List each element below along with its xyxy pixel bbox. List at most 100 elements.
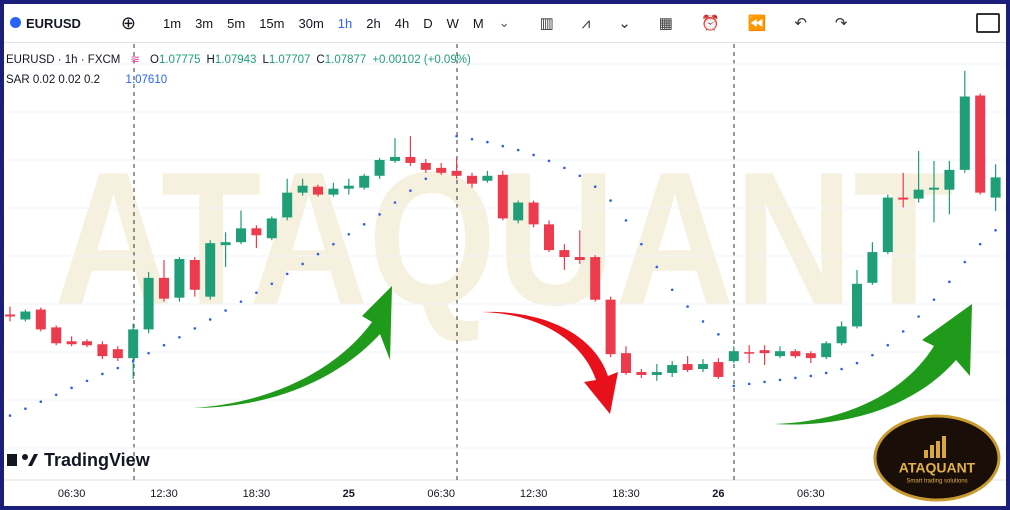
candle-body [959,96,970,170]
interval-menu[interactable]: ⌄ [498,15,510,30]
interval[interactable]: D [423,15,433,31]
interval[interactable]: 3m [195,15,214,31]
candle-body [559,250,570,258]
legend-name: EURUSD · 1h · FXCM [6,54,121,66]
candle-body [528,202,539,225]
candle-body [728,351,739,362]
sar-dot [270,282,274,286]
candle-body [929,187,939,190]
candle-body [390,156,400,161]
sar-dot [732,384,736,388]
legend-value: 1.07775 [158,54,201,66]
candle-body [574,257,585,261]
candle-body [143,277,154,330]
sar-dot [455,134,458,138]
sar-dot [717,333,720,336]
candle-body [821,343,832,358]
interval[interactable]: 30m [298,15,324,31]
candle-body [713,362,724,377]
candle-body [359,175,370,188]
candle-body [667,365,678,373]
candle-body [990,177,1001,198]
tool-icons[interactable]: ▥⩘⌄▦⏰⏪↶↷ [539,15,876,32]
sar-dot [101,372,104,376]
interval[interactable]: W [446,15,459,31]
sar-dot [547,159,551,163]
sar-dot [824,371,828,375]
interval[interactable]: 5m [227,15,246,31]
sar-dot [917,315,920,318]
tv-logo: TradingView [7,450,151,470]
sar-dot [486,140,489,144]
candle-body [251,228,262,236]
sar-dot [624,219,628,222]
red-arrow [482,311,618,414]
sar-dot [794,376,797,380]
candle-body [35,309,46,330]
candle-body [282,192,293,218]
candle-body [898,197,909,200]
sar-dot [563,166,566,170]
candle-body [436,167,447,173]
logo-text: TradingView [44,450,151,470]
sar-dot [516,148,520,152]
add-symbol[interactable]: ⊕ [120,12,136,33]
sar-dot [901,330,905,333]
x-tick-label: 06:30 [797,488,825,500]
interval[interactable]: 4h [394,15,410,31]
fullscreen[interactable] [976,13,1000,33]
interval[interactable]: 15m [259,15,285,31]
interval[interactable]: 1m [163,15,182,31]
sar-dot [424,177,428,181]
legend: EURUSD · 1h · FXCM ≋ O1.07775 H1.07943 L1.07… [6,50,471,90]
candle-body [159,277,169,299]
sar-dot [978,242,982,246]
candle-body [513,202,524,221]
sar-dot [285,272,289,276]
candle-body [867,252,878,283]
interval[interactable]: 1h [337,15,353,31]
sar-dot [578,174,582,178]
sar-dot [85,379,89,383]
x-tick-label: 06:30 [427,488,455,500]
candle-body [852,283,862,327]
sar-dot [840,367,843,371]
sar-dot [24,407,27,410]
sar-dot [393,201,397,204]
symbol[interactable]: EURUSD [26,15,81,31]
sar-dot [332,242,335,246]
candle-body [20,311,31,320]
candle-body [698,364,708,370]
sar-dot [178,336,181,339]
candle-body [790,351,801,357]
candle-body [220,242,231,246]
badge: ATAQUANT Smart trading solutions [873,414,1001,502]
sar-dot [532,153,535,157]
sar-dot [593,185,597,188]
sar-dot [70,386,73,390]
sar-dot [193,327,197,330]
sar-dot [409,189,412,192]
legend-row: SAR 0.02 0.02 0.2 1.07610 [6,70,471,90]
candle-body [467,175,477,184]
interval[interactable]: M [472,15,484,31]
candle-body [482,175,493,181]
sar-dot [239,300,243,303]
sar-dot [131,359,135,363]
interval[interactable]: 2h [366,15,381,31]
sar-dot [655,265,659,269]
candle-body [944,169,955,190]
sar-dot [686,305,689,308]
candle-body [205,243,216,297]
legend-change: +0.00102 (+0.09%) [372,54,471,66]
sar-dot [347,232,351,236]
candle-body [374,159,385,176]
sar-dot [871,353,874,357]
x-tick-label: 12:30 [150,488,178,500]
x-tick-label: 12:30 [520,488,548,500]
candle-body [313,186,323,195]
x-tick-label: 06:30 [58,488,86,500]
indicator-value: 1.07610 [125,74,168,86]
legend-label: C [316,54,325,66]
sar-dot [316,252,320,256]
